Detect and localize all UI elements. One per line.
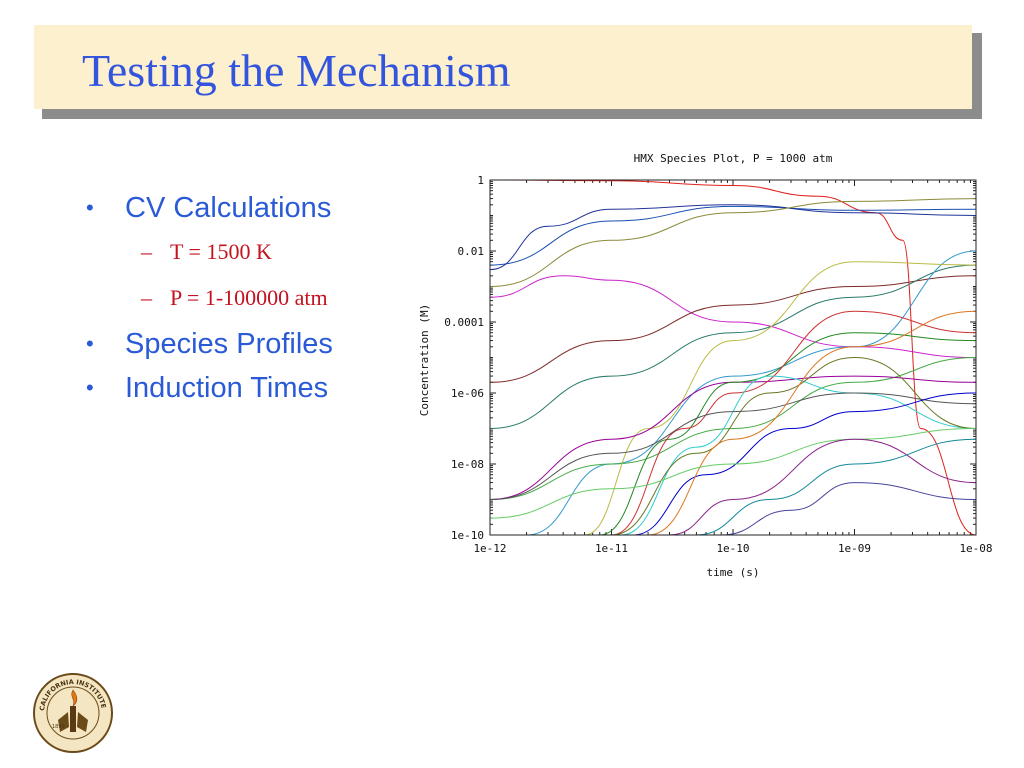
bullet-dot: • [86, 375, 94, 400]
series-line [648, 310, 976, 535]
plot-frame [489, 179, 977, 536]
x-axis-label: time (s) [707, 566, 760, 579]
bullet-induction-times: • Induction Times [86, 366, 416, 410]
caltech-seal: CALIFORNIA INSTITUTE OF TECHNOLOGY 1891 [32, 672, 113, 753]
species-chart: HMX Species Plot, P = 1000 atm time (s) … [418, 152, 993, 579]
series-line [599, 332, 976, 535]
bullet-dot: • [86, 195, 94, 220]
x-tick-label: 1e-09 [838, 542, 871, 555]
series-line [490, 205, 976, 266]
y-tick-label: 0.0001 [444, 316, 484, 329]
series-line [721, 482, 976, 535]
bullet-species-profiles: • Species Profiles [86, 322, 416, 366]
series-line [490, 204, 976, 271]
slide-title: Testing the Mechanism [82, 45, 511, 96]
subbullet-dash: – [141, 239, 152, 264]
series-line [490, 275, 976, 383]
subbullet-pressure: – P = 1-100000 atm [86, 276, 416, 322]
series-line [490, 275, 976, 358]
y-tick-label: 1 [477, 174, 484, 187]
y-tick-label: 0.01 [458, 245, 485, 258]
series-line [611, 356, 976, 535]
series-line [611, 310, 976, 535]
series-line [632, 392, 976, 535]
series-line [490, 428, 976, 519]
bullet-label: Induction Times [125, 372, 329, 404]
chart-series-group [490, 180, 976, 535]
series-line [490, 357, 976, 500]
series-line [584, 261, 976, 535]
x-tick-label: 1e-10 [716, 542, 749, 555]
x-tick-label: 1e-08 [959, 542, 992, 555]
y-tick-label: 1e-08 [451, 458, 484, 471]
bullet-label: CV Calculations [125, 192, 332, 224]
series-line [490, 264, 976, 429]
svg-text:1891: 1891 [52, 724, 65, 730]
bullet-list: • CV Calculations – T = 1500 K – P = 1-1… [86, 186, 416, 410]
chart-axes: 1e-12 1e-11 1e-10 1e-09 1e-08 1e-10 1e-08 1e-06… [444, 174, 992, 555]
series-line [490, 375, 976, 500]
chart-title: HMX Species Plot, P = 1000 atm [634, 152, 833, 165]
y-tick-label: 1e-06 [451, 387, 484, 400]
series-line [526, 250, 976, 535]
y-tick-label: 1e-10 [451, 529, 484, 542]
series-line [669, 438, 976, 535]
bullet-dot: • [86, 331, 94, 356]
series-line [490, 198, 976, 287]
subbullet-temperature: – T = 1500 K [86, 230, 416, 276]
y-axis-label: Concentration (M) [418, 304, 431, 417]
series-line [490, 180, 976, 535]
bullet-cv-calculations: • CV Calculations [86, 186, 416, 230]
title-box [34, 25, 972, 109]
subbullet-label: T = 1500 K [170, 239, 272, 264]
series-line [490, 392, 976, 500]
subbullet-dash: – [141, 285, 152, 310]
subbullet-label: P = 1-100000 atm [170, 285, 328, 310]
series-line [696, 438, 976, 535]
x-tick-label: 1e-11 [595, 542, 628, 555]
bullet-label: Species Profiles [125, 328, 333, 360]
x-tick-label: 1e-12 [473, 542, 506, 555]
